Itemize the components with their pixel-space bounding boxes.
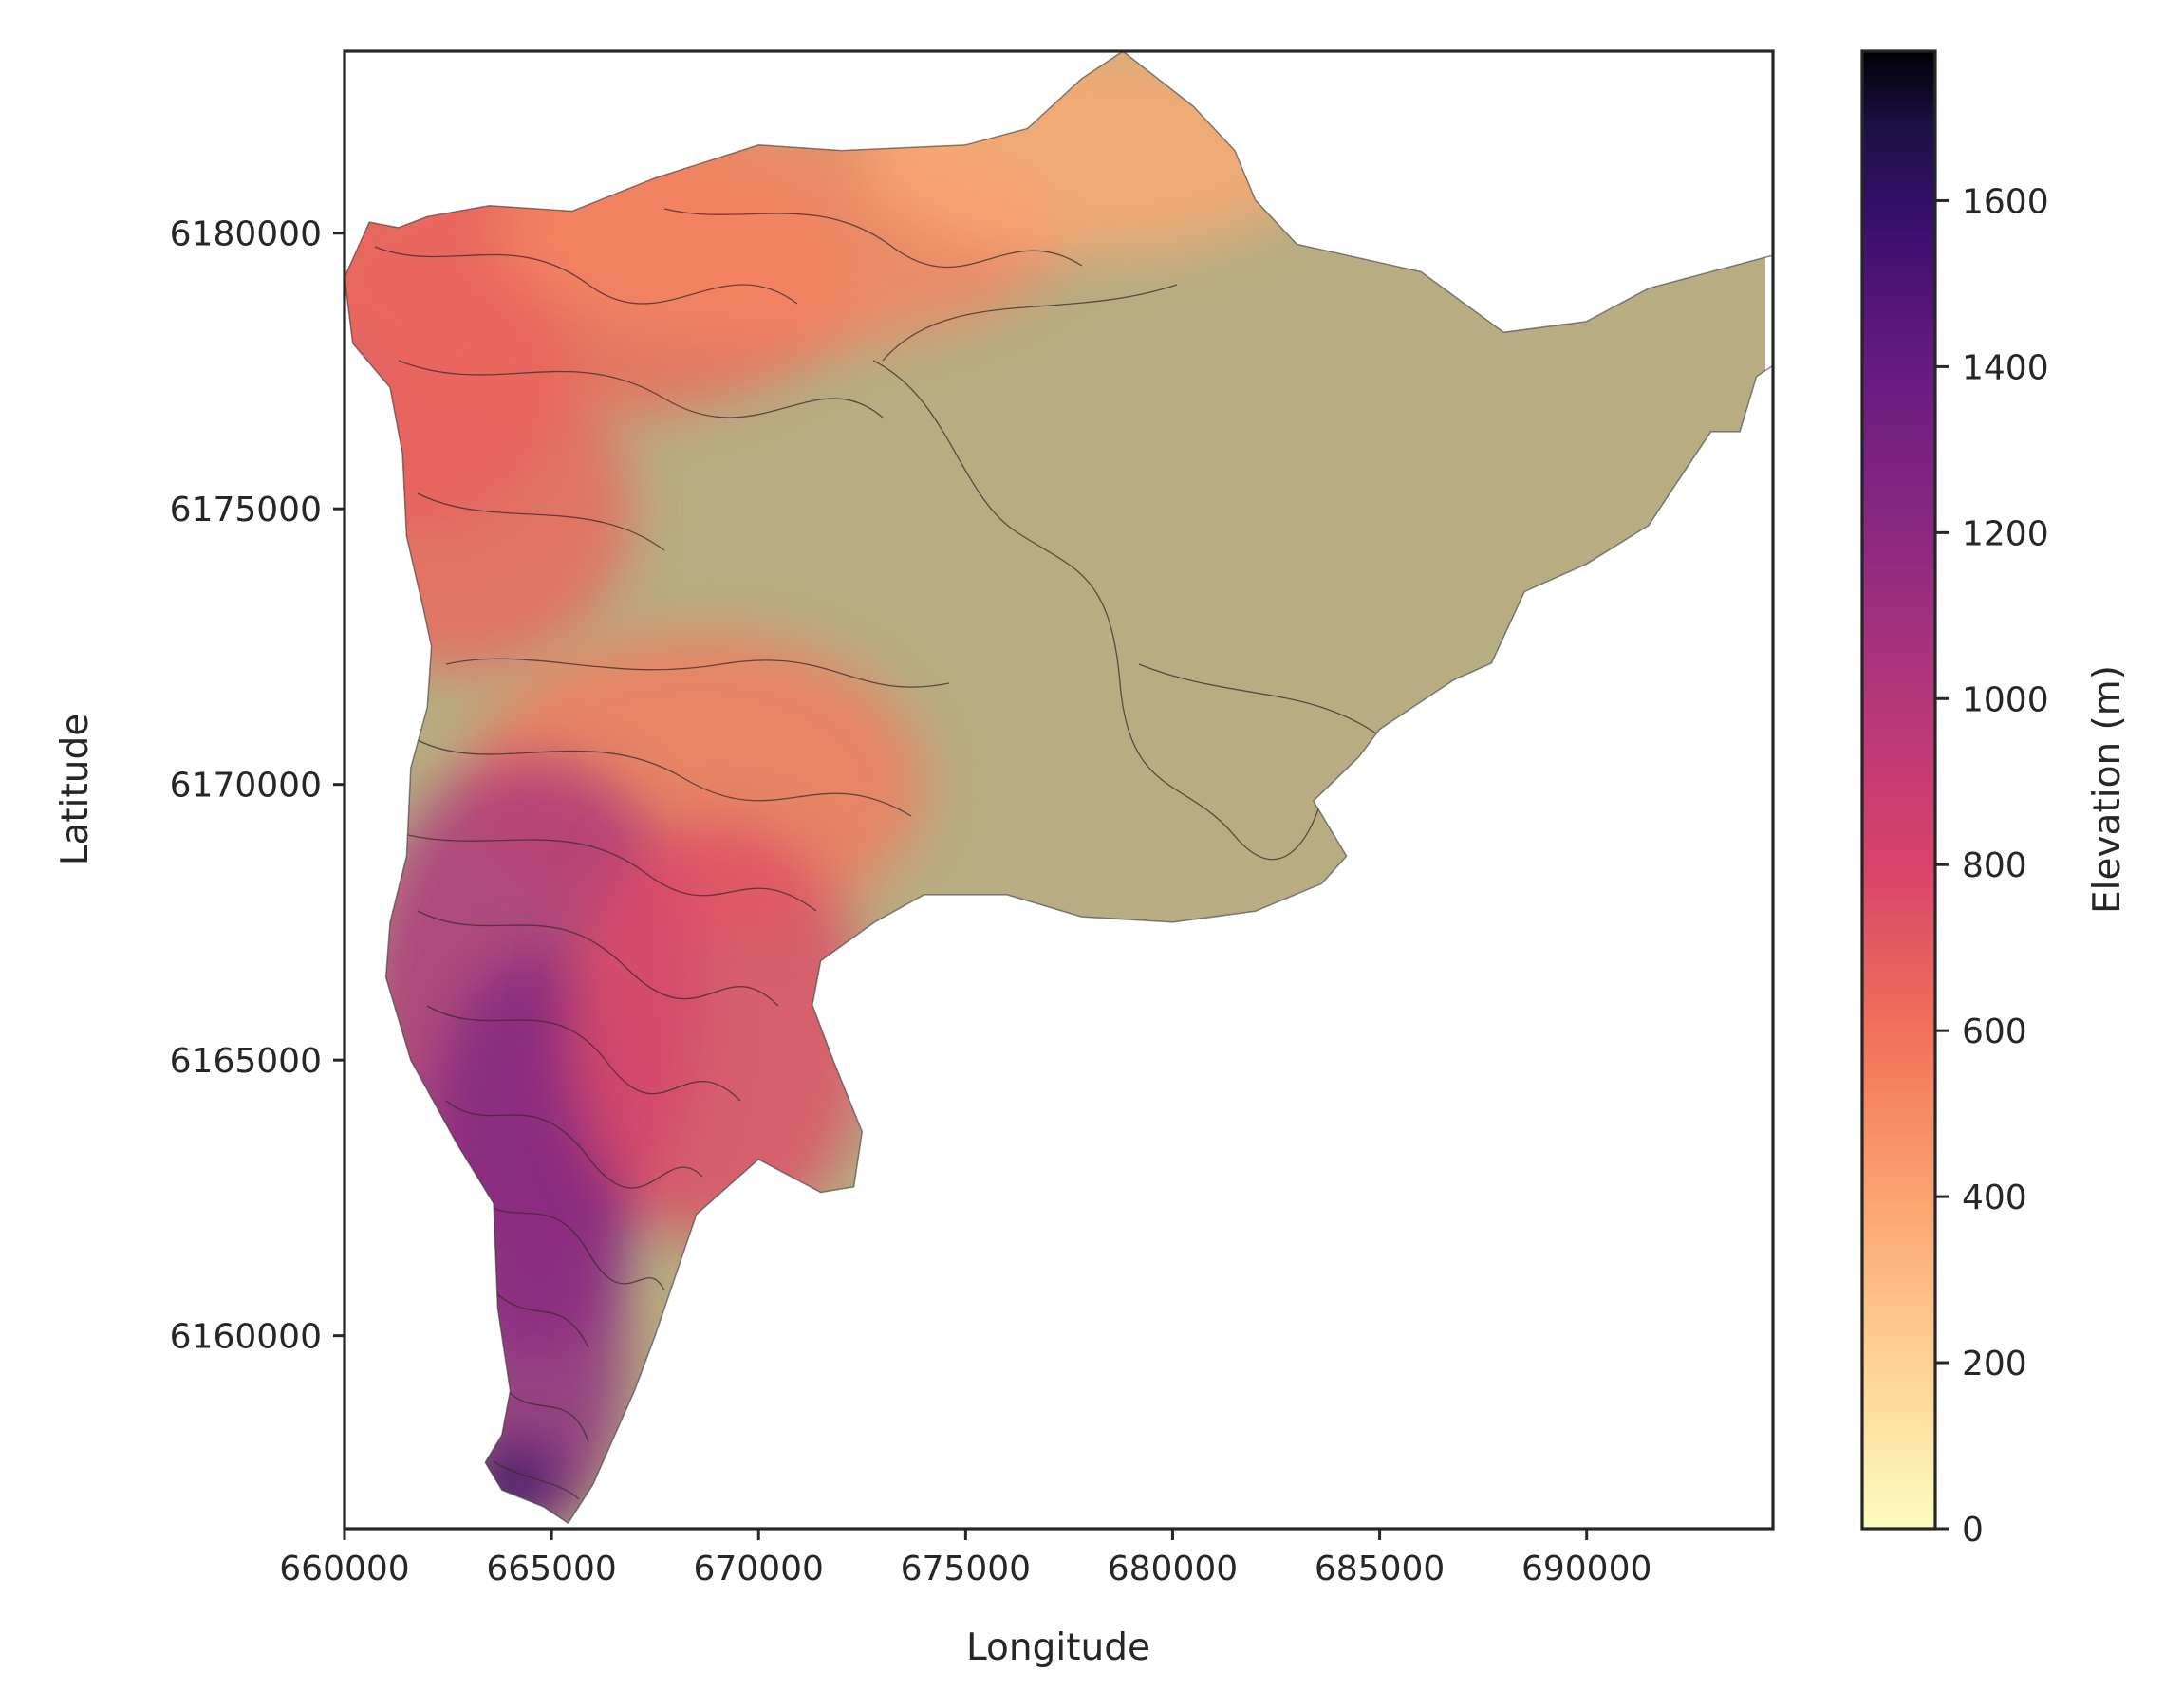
- contour-lines: [374, 208, 1387, 1500]
- x-tick-label: 665000: [486, 1550, 616, 1588]
- x-tick-label: 670000: [694, 1550, 824, 1588]
- contour-line: [417, 492, 665, 551]
- elevation-raster: [344, 50, 1774, 1525]
- colorbar-tick-label: 1000: [1962, 680, 2049, 719]
- colorbar-tick-label: 1600: [1962, 182, 2049, 221]
- contour-line: [374, 246, 798, 305]
- contour-line: [417, 739, 912, 817]
- contour-line: [445, 658, 950, 688]
- plot-frame: [343, 49, 1775, 1531]
- contour-line: [398, 360, 884, 418]
- y-tick-label: 6175000: [170, 491, 322, 529]
- x-tick-label: 675000: [901, 1550, 1031, 1588]
- contour-line: [426, 1005, 741, 1102]
- catchment-outline: [344, 50, 1774, 1525]
- x-tick-label: 690000: [1521, 1550, 1651, 1588]
- y-tick-label: 6165000: [170, 1042, 322, 1081]
- colorbar-tick-label: 200: [1962, 1345, 2027, 1383]
- x-tick-label: 685000: [1315, 1550, 1445, 1588]
- contour-line: [407, 834, 817, 912]
- colorbar-tick-label: 600: [1962, 1012, 2027, 1051]
- colorbar-tick-label: 1200: [1962, 514, 2049, 553]
- y-axis-title: Latitude: [54, 714, 97, 866]
- contour-line: [417, 910, 779, 1007]
- terrain-shade: [565, 824, 869, 1242]
- x-tick-label: 680000: [1108, 1550, 1238, 1588]
- x-axis: 660000 665000 670000 675000 680000 685000 6900…: [279, 1529, 1651, 1588]
- y-tick-label: 6170000: [170, 767, 322, 806]
- terrain-shade: [462, 1446, 558, 1523]
- colorbar-label: Elevation (m): [2086, 665, 2129, 914]
- contour-line: [445, 1100, 703, 1189]
- contour-line: [502, 1384, 589, 1443]
- x-tick-label: 660000: [279, 1550, 409, 1588]
- colorbar-ticks: 0 200 400 600 800 1000 1200 1400 1600: [1935, 182, 2049, 1550]
- contour-line: [493, 1290, 589, 1348]
- contour-line: [474, 1195, 665, 1291]
- y-tick-label: 6160000: [170, 1318, 322, 1357]
- colorbar-gradient-bar: [1860, 49, 1937, 1531]
- terrain-shade: [862, 51, 1318, 255]
- x-axis-title: Longitude: [966, 1626, 1150, 1669]
- contour-line: [882, 284, 1178, 362]
- contour-line: [872, 360, 1320, 861]
- colorbar-tick-label: 400: [1962, 1179, 2027, 1217]
- colorbar-tick-label: 0: [1962, 1511, 1984, 1550]
- y-tick-label: 6180000: [170, 215, 322, 254]
- contour-line: [493, 1460, 580, 1500]
- contour-line: [1138, 663, 1387, 741]
- y-axis: 6160000 6165000 6170000 6175000 6180000: [170, 215, 345, 1357]
- colorbar-tick-label: 1400: [1962, 348, 2049, 387]
- contour-line: [663, 208, 1083, 269]
- colorbar: 0 200 400 600 800 1000 1200 1400 1600 Elevation …: [1860, 49, 2129, 1550]
- colorbar-tick-label: 800: [1962, 846, 2027, 885]
